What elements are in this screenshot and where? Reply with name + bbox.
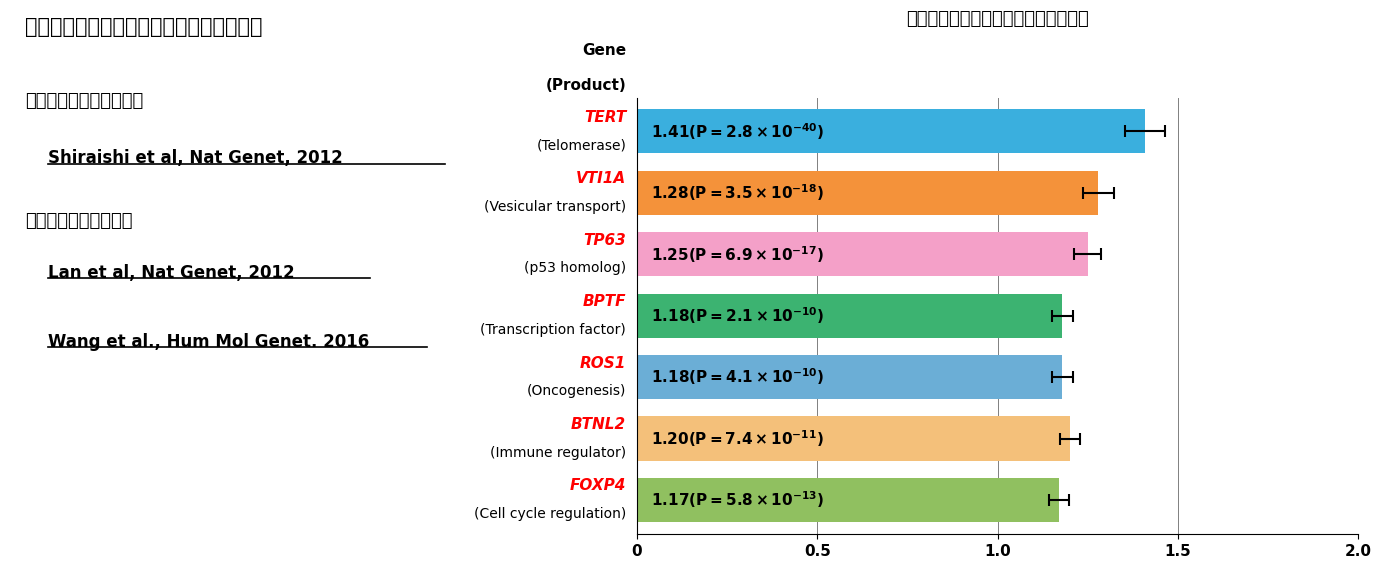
Bar [637,355,1063,400]
Text: BPTF: BPTF [582,294,626,309]
Bar [637,417,1070,461]
Text: TP63: TP63 [584,232,626,247]
Text: Shiraishi et al, Nat Genet, 2012: Shiraishi et al, Nat Genet, 2012 [49,149,343,167]
Text: ・国内での共同研究成果: ・国内での共同研究成果 [25,92,144,110]
Text: (Vesicular transport): (Vesicular transport) [484,200,626,214]
Text: Gene: Gene [582,43,626,59]
Text: VTI1A: VTI1A [575,171,626,186]
Text: $\mathbf{1.17 (P=5.8 \times 10^{-13})}$: $\mathbf{1.17 (P=5.8 \times 10^{-13})}$ [651,490,825,510]
Bar [637,170,1099,215]
Text: (p53 homolog): (p53 homolog) [524,261,626,276]
Text: $\mathbf{1.20 (P=7.4 \times 10^{-11})}$: $\mathbf{1.20 (P=7.4 \times 10^{-11})}$ [651,428,825,449]
Text: ・国際共同研究の成果: ・国際共同研究の成果 [25,212,133,230]
Text: (Immune regulator): (Immune regulator) [490,446,626,460]
Text: (Transcription factor): (Transcription factor) [480,323,626,337]
Text: Wang et al., Hum Mol Genet. 2016: Wang et al., Hum Mol Genet. 2016 [49,333,370,351]
Text: (Product): (Product) [546,78,626,93]
Text: $\mathbf{1.18 (P=4.1 \times 10^{-10})}$: $\mathbf{1.18 (P=4.1 \times 10^{-10})}$ [651,367,825,387]
Bar [637,109,1145,153]
Text: (Cell cycle regulation): (Cell cycle regulation) [475,507,626,521]
Text: 肺腺がんリスクに関わる遺伝子多型の同定: 肺腺がんリスクに関わる遺伝子多型の同定 [25,17,263,37]
Text: Lan et al, Nat Genet, 2012: Lan et al, Nat Genet, 2012 [49,264,295,282]
Text: $\mathbf{1.18 (P=2.1 \times 10^{-10})}$: $\mathbf{1.18 (P=2.1 \times 10^{-10})}$ [651,305,825,326]
Text: FOXP4: FOXP4 [570,478,626,494]
Text: $\mathbf{1.25 (P=6.9 \times 10^{-17})}$: $\mathbf{1.25 (P=6.9 \times 10^{-17})}$ [651,244,825,265]
Bar [637,293,1063,338]
Text: (Telomerase): (Telomerase) [536,138,626,153]
Text: (Oncogenesis): (Oncogenesis) [526,384,626,398]
Text: ROS1: ROS1 [580,355,626,370]
Bar [637,478,1058,522]
Text: 危険アレル１つをもつときのオッズ比: 危険アレル１つをもつときのオッズ比 [906,10,1089,28]
Bar [637,232,1088,276]
Text: TERT: TERT [584,110,626,125]
Text: $\mathbf{1.41 (P=2.8 \times 10^{-40})}$: $\mathbf{1.41 (P=2.8 \times 10^{-40})}$ [651,121,825,142]
Text: BTNL2: BTNL2 [571,417,626,432]
Text: $\mathbf{1.28 (P=3.5 \times 10^{-18})}$: $\mathbf{1.28 (P=3.5 \times 10^{-18})}$ [651,183,825,203]
